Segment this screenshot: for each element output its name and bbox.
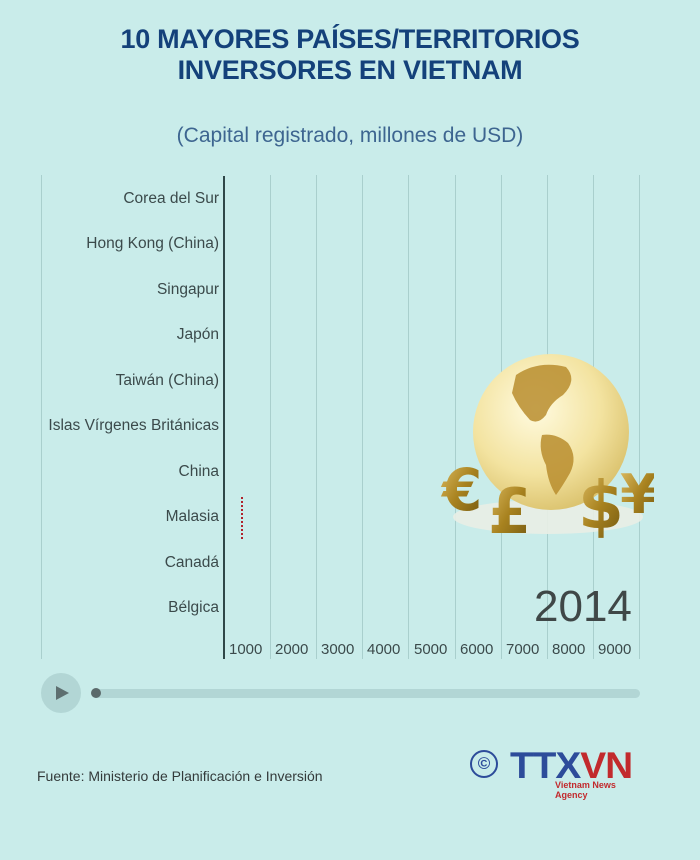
x-tick-label: 9000	[598, 641, 632, 658]
gridline-9000	[639, 175, 640, 659]
gridline-1000	[270, 175, 271, 659]
svg-text:¥: ¥	[620, 463, 654, 526]
y-axis-line	[223, 176, 225, 659]
title-line-2: INVERSORES EN VIETNAM	[177, 55, 523, 85]
year-label: 2014	[534, 582, 632, 631]
gridline-left	[41, 175, 42, 659]
timeline-slider[interactable]	[92, 689, 640, 698]
source-note: Fuente: Ministerio de Planificación e In…	[37, 768, 323, 784]
category-label: Corea del Sur	[123, 190, 219, 207]
svg-text:$: $	[578, 467, 624, 540]
malasia-value-marker	[241, 497, 243, 539]
x-tick-label: 4000	[367, 641, 401, 658]
logo-wordmark: TTXVN	[510, 745, 633, 787]
x-tick-label: 2000	[275, 641, 309, 658]
category-label: Bélgica	[168, 599, 219, 616]
x-tick-label: 6000	[460, 641, 494, 658]
category-label: Hong Kong (China)	[86, 235, 219, 252]
category-label: Islas Vírgenes Británicas	[48, 417, 219, 434]
svg-text:£: £	[488, 475, 531, 540]
x-tick-label: 3000	[321, 641, 355, 658]
timeline-slider-thumb[interactable]	[91, 688, 101, 698]
globe-currency-illustration: € £ $ ¥	[438, 345, 658, 548]
svg-text:€: €	[440, 456, 482, 524]
play-button[interactable]	[41, 673, 81, 713]
category-label: Taiwán (China)	[115, 372, 219, 389]
gridline-3000	[362, 175, 363, 659]
chart-subtitle: (Capital registrado, millones de USD)	[176, 124, 524, 147]
ttxvn-logo: © TTXVN Vietnam News Agency	[470, 745, 645, 800]
gridline-2000	[316, 175, 317, 659]
x-tick-label: 5000	[414, 641, 448, 658]
category-label: Canadá	[164, 554, 219, 571]
category-label: Singapur	[156, 281, 219, 298]
chart-title: 10 MAYORES PAÍSES/TERRITORIOS INVERSORES…	[0, 24, 700, 86]
category-label: Japón	[176, 326, 219, 343]
x-tick-label: 1000	[229, 641, 263, 658]
bar-chart: € £ $ ¥ Corea del Sur Hong Kong (China) …	[41, 175, 658, 659]
gridline-4000	[408, 175, 409, 659]
x-tick-label: 7000	[506, 641, 540, 658]
logo-text-ttx: TTX	[510, 745, 581, 786]
gridline-5000	[455, 175, 456, 659]
logo-tagline: Vietnam News Agency	[555, 780, 616, 800]
logo-text-vn: VN	[580, 745, 633, 786]
title-line-1: 10 MAYORES PAÍSES/TERRITORIOS	[120, 24, 580, 54]
category-label: China	[178, 463, 220, 480]
copyright-icon: ©	[470, 750, 498, 778]
play-icon	[56, 686, 69, 700]
category-label: Malasia	[165, 508, 219, 525]
x-tick-label: 8000	[552, 641, 586, 658]
